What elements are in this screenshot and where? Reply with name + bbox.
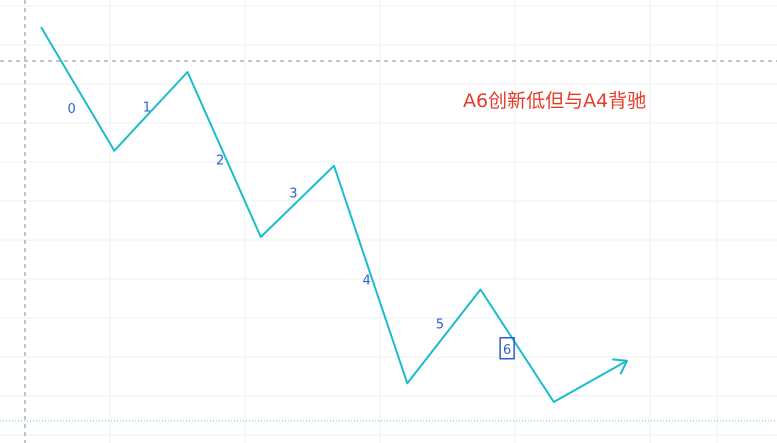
segment-label-1: 1 xyxy=(143,100,151,115)
segment-label-2: 2 xyxy=(216,154,224,169)
zigzag-line xyxy=(41,27,627,402)
segment-labels: 0 1 2 3 4 5 6 xyxy=(67,100,514,358)
segment-label-4: 4 xyxy=(362,274,370,289)
segment-label-6: 6 xyxy=(503,343,511,358)
segment-label-5: 5 xyxy=(436,317,444,332)
segment-label-3: 3 xyxy=(289,186,297,201)
annotation-text: A6创新低但与A4背驰 xyxy=(463,90,646,112)
segment-label-0: 0 xyxy=(67,102,75,117)
